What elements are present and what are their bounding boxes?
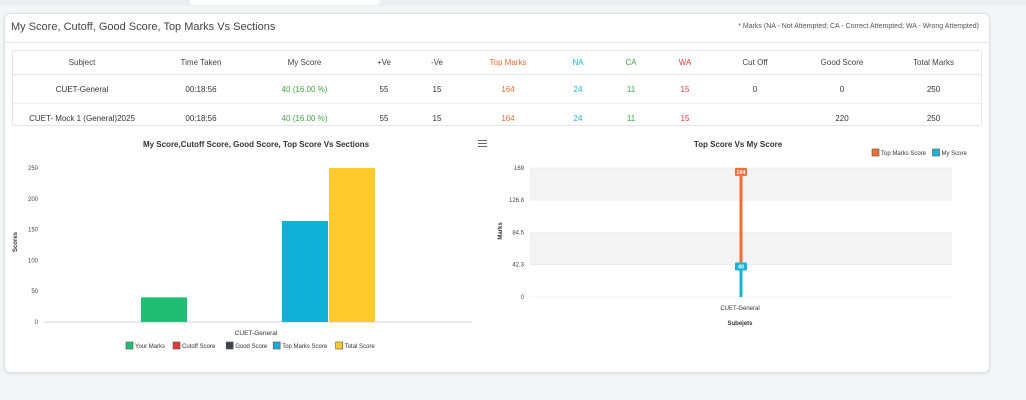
table-row: CUET-General 00:18:56 40 (16.00 %) 55 15…: [13, 74, 981, 104]
top-tab[interactable]: [190, 0, 380, 5]
cell-positive: 55: [379, 113, 389, 123]
score-table-wrapper: Subject Time Taken My Score +Ve -Ve Top …: [12, 50, 982, 126]
line-chart-category-label: CUET-General: [720, 306, 759, 312]
bar-y-tick-label: 0: [35, 320, 39, 326]
legend-item-label[interactable]: Top Marks Score: [282, 344, 328, 350]
col-positive: +Ve: [358, 51, 410, 75]
line-chart-xlabel: Subejets: [727, 321, 753, 327]
col-good-score: Good Score: [798, 51, 886, 75]
line-y-tick-label: 42.3: [512, 263, 524, 269]
cell-top-marks: 164: [501, 113, 515, 123]
col-top-marks: Top Marks: [464, 51, 552, 75]
bar-chart-ylabel: Scores: [13, 231, 19, 252]
cell-total-marks: 250: [886, 74, 981, 104]
cell-cut-off: 0: [712, 74, 798, 104]
cell-time-taken: 00:18:56: [151, 74, 251, 104]
card-title: My Score, Cutoff, Good Score, Top Marks …: [11, 21, 276, 33]
cell-total-marks: 250: [926, 113, 941, 123]
table-row: CUET- Mock 1 (General)2025 00:18:56 40 (…: [13, 104, 981, 126]
cell-subject: CUET-General: [13, 74, 151, 104]
col-my-score: My Score: [251, 51, 358, 75]
cell-ca: 11: [604, 74, 658, 104]
my-score-data-label-bg: [735, 262, 747, 271]
legend-item-label[interactable]: Total Score: [345, 344, 376, 350]
cell-negative: 15: [432, 113, 442, 123]
bar-chart-title: My Score,Cutoff Score, Good Score, Top S…: [143, 140, 370, 149]
col-na: NA: [552, 51, 604, 75]
line-y-tick-label: 0: [521, 295, 525, 301]
line-chart-title: Top Score Vs My Score: [694, 140, 783, 149]
legend-item-label[interactable]: My Score: [942, 151, 968, 157]
card-header: My Score, Cutoff, Good Score, Top Marks …: [5, 14, 989, 43]
bar-y-tick-label: 200: [28, 197, 39, 203]
legend-item-label[interactable]: Top Marks Score: [881, 151, 927, 157]
legend-item-label[interactable]: Cutoff Score: [182, 344, 216, 350]
cell-ca: 11: [626, 113, 636, 123]
top-vs-my-score-chart: Top Score Vs My Score Marks Subejets CUE…: [498, 140, 968, 327]
legend-swatch: [871, 148, 880, 157]
col-total-marks: Total Marks: [886, 51, 981, 75]
cell-wa: 15: [680, 113, 690, 123]
bar-top-marks-score[interactable]: [282, 220, 328, 322]
top-marks-data-label-bg: [735, 167, 747, 176]
legend-swatch: [125, 341, 134, 350]
legend-swatch: [932, 148, 940, 157]
cell-good-score: 0: [798, 74, 886, 104]
line-y-tick-label: 84.5: [512, 231, 524, 237]
legend-swatch: [272, 341, 281, 350]
top-marks-data-label: 164: [736, 170, 746, 176]
cell-na: 24: [552, 74, 604, 104]
cell-cut-off: [712, 104, 798, 126]
cell-na: 24: [573, 113, 583, 123]
legend-item-label[interactable]: Your Marks: [135, 344, 165, 350]
cell-my-score: 40 (16.00 %): [281, 113, 328, 123]
bar-total-score[interactable]: [329, 168, 375, 322]
bar-y-tick-label: 100: [28, 258, 39, 264]
cell-top-marks: 164: [464, 74, 552, 104]
marks-legend-note: * Marks (NA - Not Attempted; CA - Correc…: [738, 23, 979, 30]
cell-positive: 55: [358, 74, 410, 104]
col-wa: WA: [658, 51, 712, 75]
cell-negative: 15: [410, 74, 464, 104]
col-negative: -Ve: [410, 51, 464, 75]
bar-y-tick-label: 250: [28, 166, 39, 172]
col-ca: CA: [604, 51, 658, 75]
cell-wa: 15: [658, 74, 712, 104]
score-table: Subject Time Taken My Score +Ve -Ve Top …: [13, 51, 981, 126]
legend-swatch: [335, 341, 344, 350]
table-header-row: Subject Time Taken My Score +Ve -Ve Top …: [13, 51, 981, 75]
col-cut-off: Cut Off: [712, 51, 798, 75]
cell-time-taken: 00:18:56: [185, 113, 217, 123]
line-y-tick-label: 169: [514, 166, 525, 172]
cell-subject: CUET- Mock 1 (General)2025: [29, 113, 135, 123]
sections-bar-chart: My Score,Cutoff Score, Good Score, Top S…: [13, 140, 472, 350]
cell-good-score: 220: [835, 113, 849, 123]
top-strip: [0, 0, 1026, 6]
my-score-data-label: 40: [738, 264, 744, 270]
legend-swatch: [225, 341, 234, 350]
col-subject: Subject: [13, 51, 151, 75]
bar-chart-category-label: CUET-General: [235, 330, 278, 337]
chart-menu-icon[interactable]: [478, 140, 487, 147]
cell-my-score: 40 (16.00 %): [251, 74, 358, 104]
legend-swatch: [172, 341, 181, 350]
legend-item-label[interactable]: Good Score: [235, 344, 268, 350]
line-y-tick-label: 126.8: [509, 198, 525, 204]
bar-y-tick-label: 50: [31, 289, 38, 295]
line-chart-ylabel: Marks: [498, 222, 504, 240]
bar-y-tick-label: 150: [28, 228, 39, 234]
bar-your-marks[interactable]: [141, 297, 187, 322]
col-time-taken: Time Taken: [151, 51, 251, 75]
